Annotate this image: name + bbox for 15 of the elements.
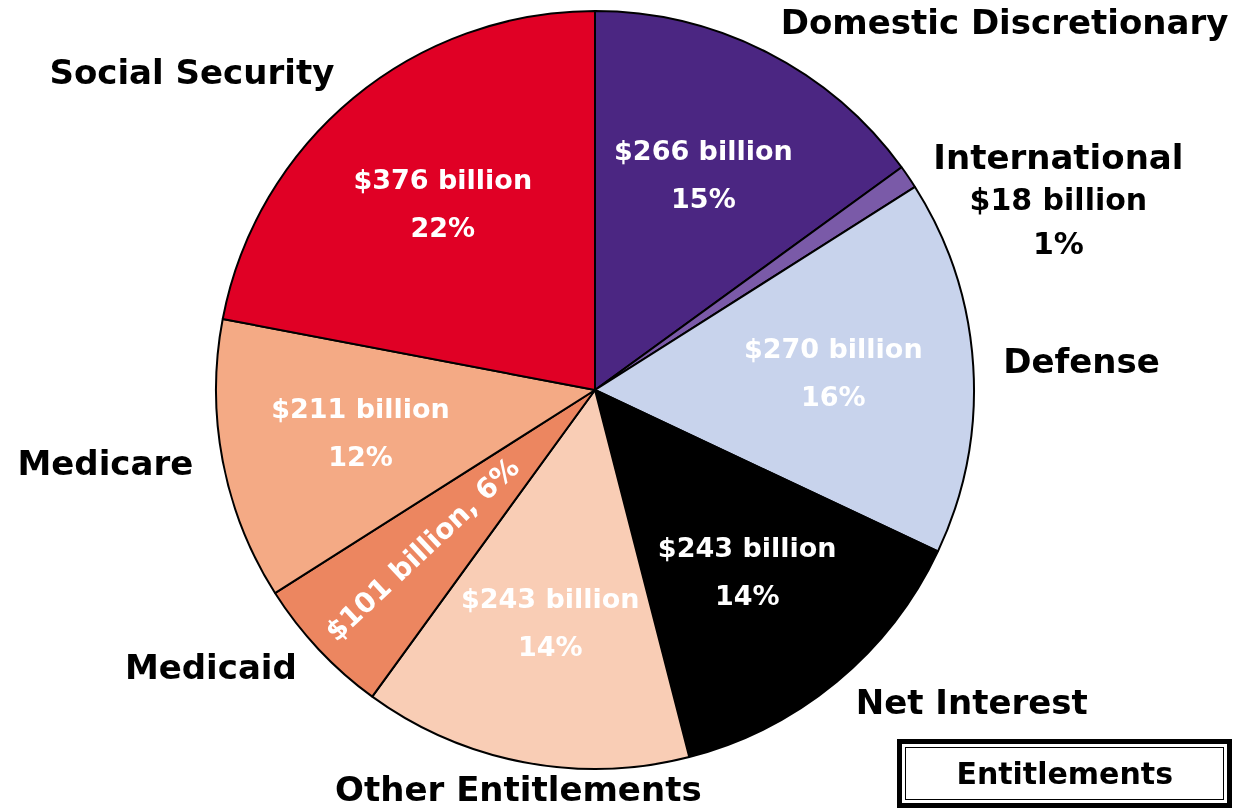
data-label: $266 billion 15% [614, 135, 793, 215]
data-label: $243 billion 14% [460, 582, 640, 662]
data-label: $243 billion 14% [657, 531, 837, 611]
slice-label: Net Interest [855, 681, 1088, 722]
slice-label: Defense [1003, 341, 1160, 382]
slice-label: Other Entitlements [335, 768, 702, 809]
slice-label: Domestic Discretionary [780, 2, 1229, 43]
slice-label: Medicare [17, 443, 194, 484]
data-label: $211 billion 12% [271, 392, 450, 472]
text: Entitlements [905, 747, 1224, 800]
slice-label: Social Security [49, 51, 335, 92]
data-label: $376 billion 22% [353, 164, 533, 244]
slice-label: International [933, 136, 1184, 177]
data-label: $18 billion 1% [969, 181, 1148, 261]
slice-label: Medicaid [124, 646, 297, 687]
